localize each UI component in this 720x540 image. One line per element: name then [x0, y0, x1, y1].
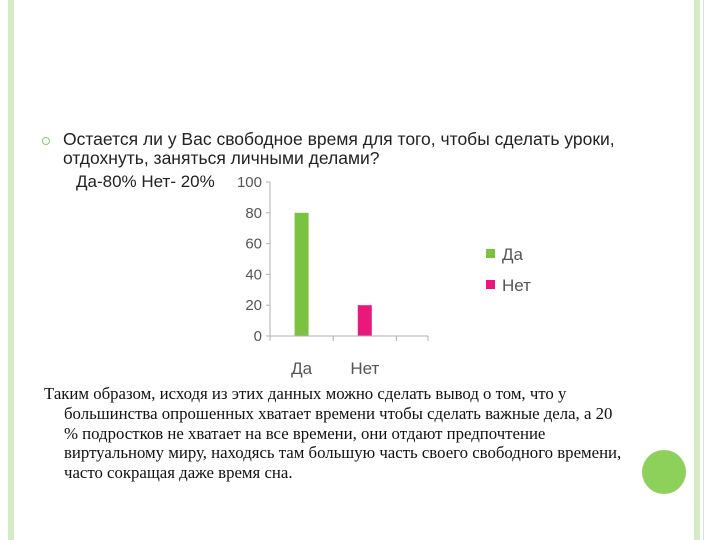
frame-right-border	[694, 0, 700, 540]
bar	[294, 212, 309, 336]
frame-left-border	[8, 0, 14, 540]
y-tick-label: 80	[245, 205, 262, 222]
y-tick-label: 40	[245, 266, 262, 283]
legend-label: Да	[502, 245, 524, 264]
bar	[357, 305, 372, 336]
y-tick-label: 100	[237, 174, 262, 191]
decorative-green-circle	[642, 450, 686, 494]
y-axis: 0 20 40 60 80 100	[237, 174, 271, 345]
x-tick-label: Да	[291, 359, 313, 378]
x-tick-label: Нет	[350, 359, 379, 378]
legend: Да Нет	[486, 245, 531, 295]
conclusion-text: Таким образом, исходя из этих данных мож…	[44, 384, 622, 483]
survey-question: Остается ли у Вас свободное время для то…	[63, 129, 615, 168]
bullet-circle-icon	[42, 137, 50, 145]
legend-swatch	[486, 280, 495, 289]
x-axis: Да Нет	[269, 335, 429, 378]
y-tick-label: 20	[245, 297, 262, 314]
bars	[294, 212, 372, 336]
y-tick-label: 0	[254, 328, 262, 345]
legend-swatch	[486, 249, 495, 258]
survey-answer: Да-80% Нет- 20%	[76, 172, 215, 191]
y-tick-label: 60	[245, 236, 262, 253]
legend-label: Нет	[502, 276, 531, 295]
bar-chart: 0 20 40 60 80 100 Да Нет Да Нет	[237, 174, 531, 378]
frame-right-line	[703, 0, 704, 540]
